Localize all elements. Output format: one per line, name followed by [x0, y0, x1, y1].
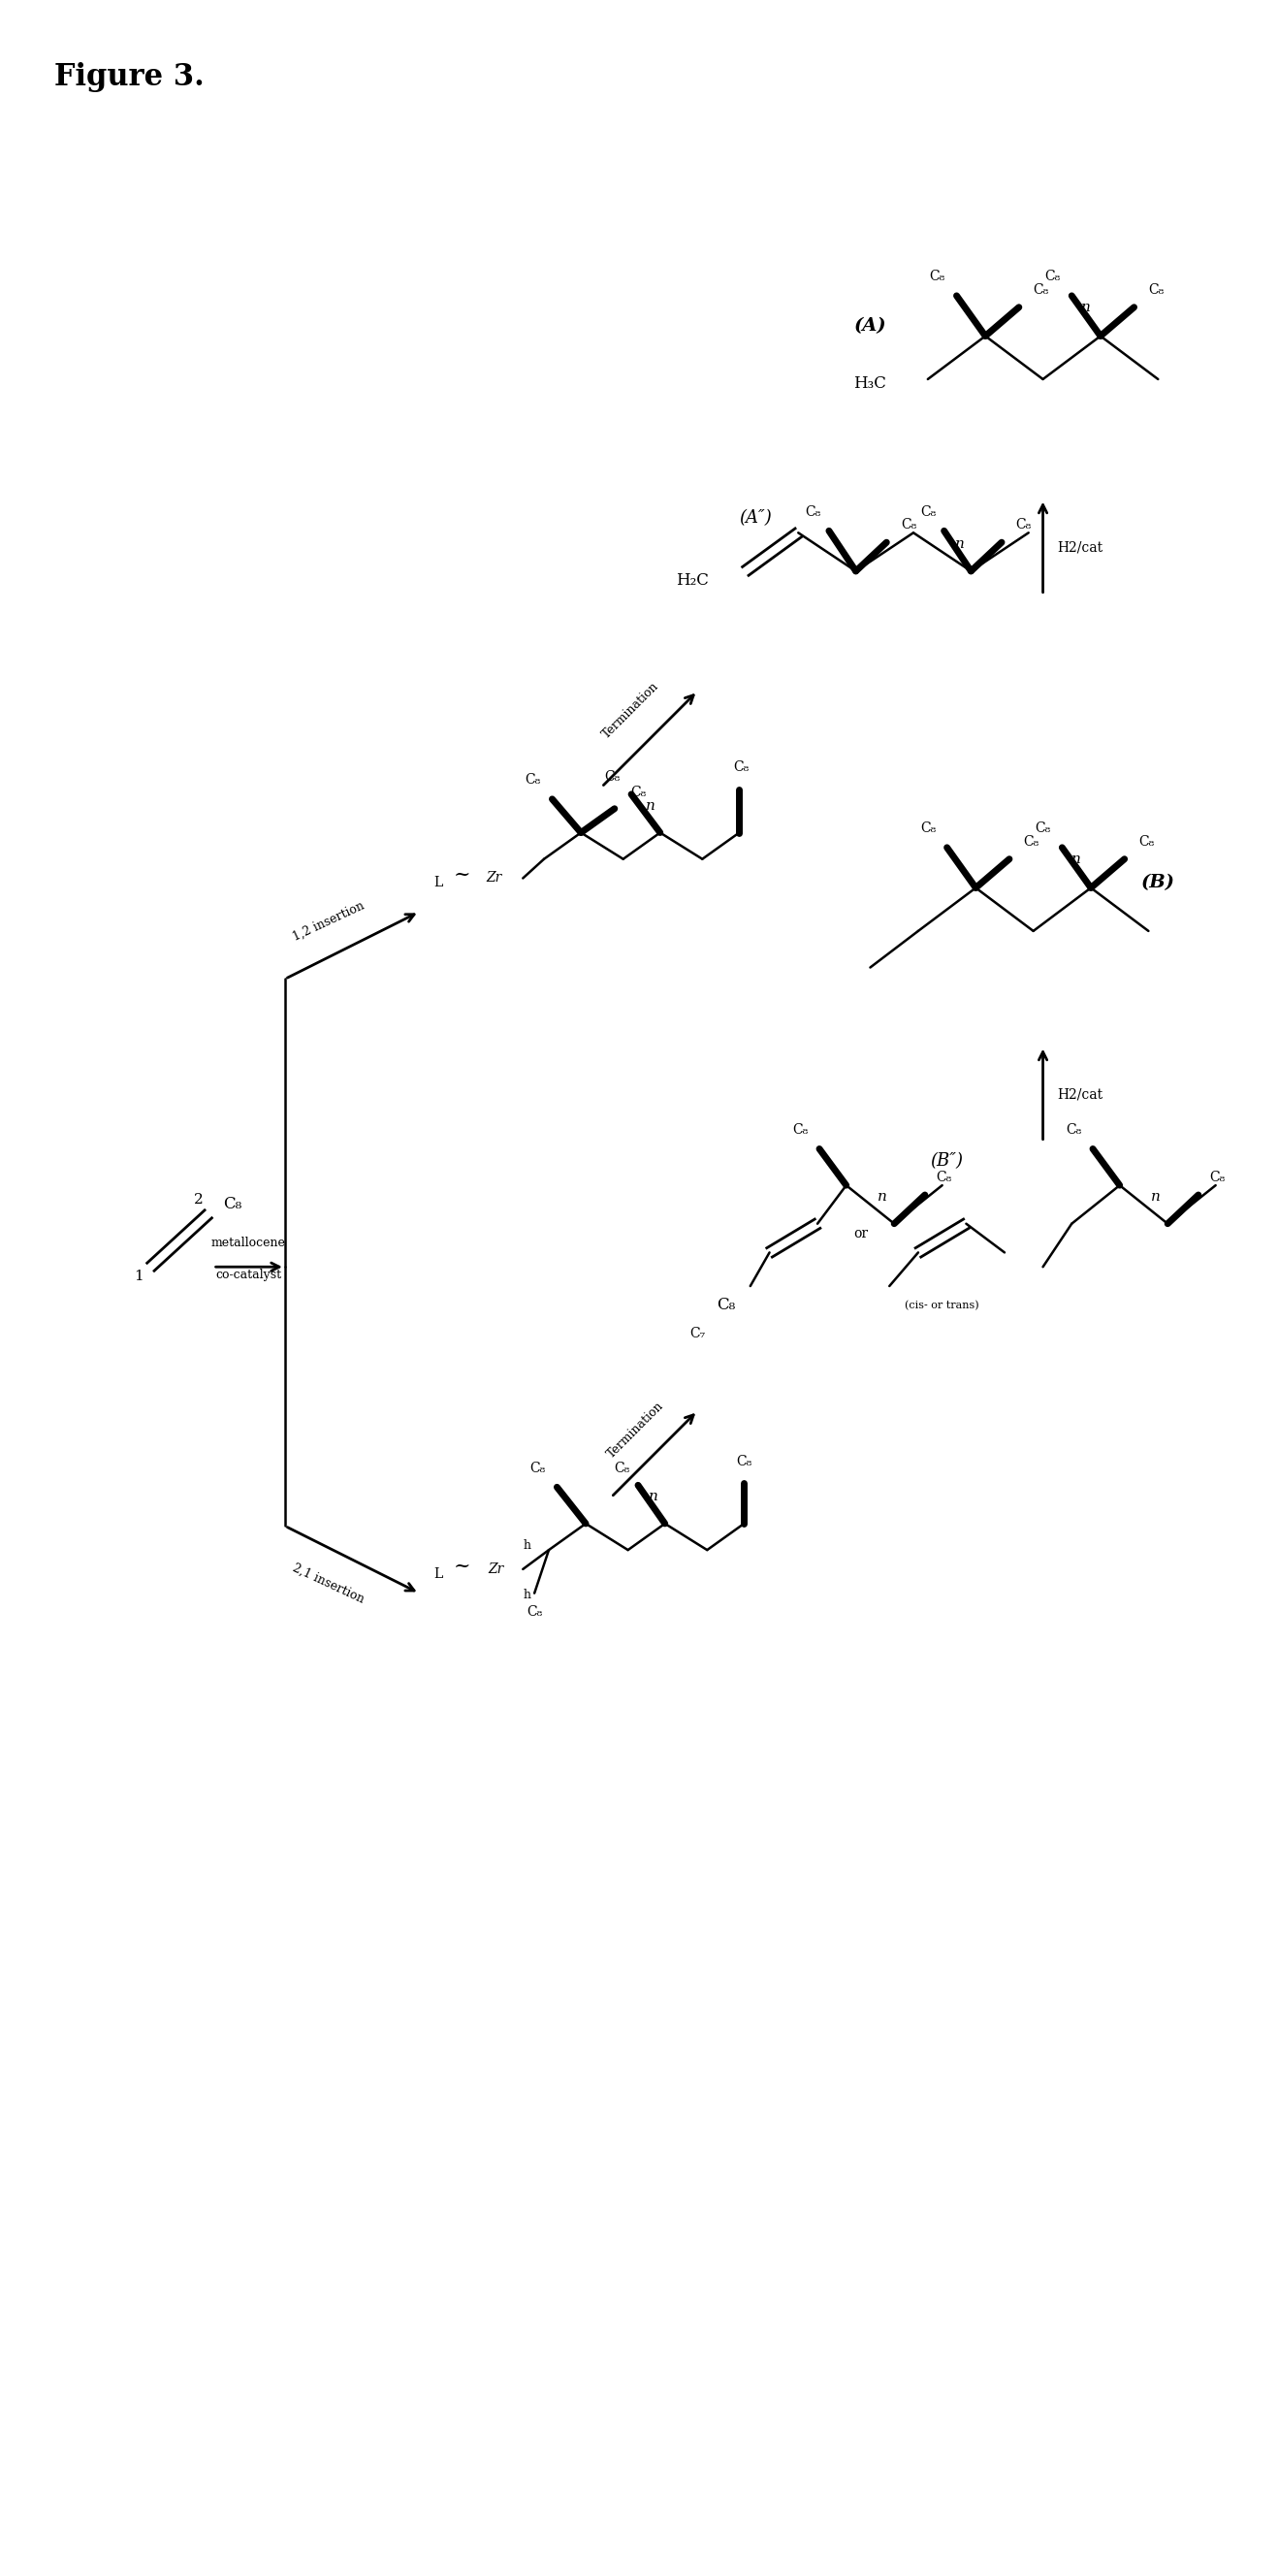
Text: n: n [955, 538, 964, 551]
Text: ~: ~ [454, 1556, 472, 1577]
Text: h: h [523, 1589, 530, 1602]
Text: Figure 3.: Figure 3. [55, 62, 204, 93]
Text: C₈: C₈ [604, 770, 620, 783]
Text: h: h [523, 1538, 530, 1551]
Text: C₈: C₈ [1066, 1123, 1081, 1136]
Text: n: n [1072, 853, 1081, 866]
Text: n: n [1081, 301, 1091, 314]
Text: n: n [645, 799, 656, 811]
Text: C₈: C₈ [1024, 835, 1039, 848]
Text: (A): (A) [854, 317, 887, 335]
Text: C₈: C₈ [1035, 822, 1051, 835]
Text: C₈: C₈ [1210, 1172, 1226, 1185]
Text: C₈: C₈ [901, 518, 916, 531]
Text: C₈: C₈ [736, 1455, 751, 1468]
Text: Zr: Zr [488, 1564, 504, 1577]
Text: metallocene: metallocene [211, 1236, 286, 1249]
Text: C₈: C₈ [530, 1461, 546, 1473]
Text: (cis- or trans): (cis- or trans) [905, 1301, 979, 1311]
Text: 2: 2 [194, 1193, 203, 1206]
Text: C₈: C₈ [613, 1461, 630, 1473]
Text: 1: 1 [134, 1270, 144, 1283]
Text: Zr: Zr [486, 871, 502, 886]
Text: L: L [435, 876, 443, 889]
Text: C₈: C₈ [527, 1605, 542, 1620]
Text: C₈: C₈ [1044, 270, 1061, 283]
Text: C₈: C₈ [631, 786, 647, 799]
Text: 1,2 insertion: 1,2 insertion [290, 899, 366, 943]
Text: C₈: C₈ [1149, 283, 1164, 296]
Text: C₈: C₈ [525, 773, 541, 786]
Text: H₃C: H₃C [854, 376, 887, 392]
Text: C₈: C₈ [1139, 835, 1154, 848]
Text: Termination: Termination [599, 680, 661, 742]
Text: C₈: C₈ [929, 270, 946, 283]
Text: C₈: C₈ [937, 1172, 952, 1185]
Text: ~: ~ [454, 866, 472, 884]
Text: C₈: C₈ [920, 822, 935, 835]
Text: C₈: C₈ [717, 1298, 736, 1314]
Text: L: L [435, 1566, 443, 1582]
Text: n: n [878, 1190, 887, 1203]
Text: C₈: C₈ [1033, 283, 1049, 296]
Text: H2/cat: H2/cat [1057, 541, 1103, 554]
Text: co-catalyst: co-catalyst [216, 1267, 281, 1280]
Text: C₈: C₈ [1016, 518, 1031, 531]
Text: C₇: C₇ [690, 1327, 705, 1342]
Text: Termination: Termination [604, 1399, 666, 1461]
Text: C₈: C₈ [792, 1123, 808, 1136]
Text: H2/cat: H2/cat [1057, 1087, 1103, 1100]
Text: C₈: C₈ [920, 505, 935, 518]
Text: (A″): (A″) [739, 510, 772, 528]
Text: (B): (B) [1141, 873, 1174, 891]
Text: (B″): (B″) [930, 1151, 964, 1170]
Text: C₈: C₈ [734, 760, 749, 775]
Text: 2,1 insertion: 2,1 insertion [290, 1561, 366, 1605]
Text: C₈: C₈ [805, 505, 820, 518]
Text: n: n [1151, 1190, 1160, 1203]
Text: H₂C: H₂C [676, 572, 709, 590]
Text: or: or [854, 1226, 868, 1239]
Text: C₈: C₈ [222, 1195, 242, 1213]
Text: n: n [649, 1489, 658, 1504]
